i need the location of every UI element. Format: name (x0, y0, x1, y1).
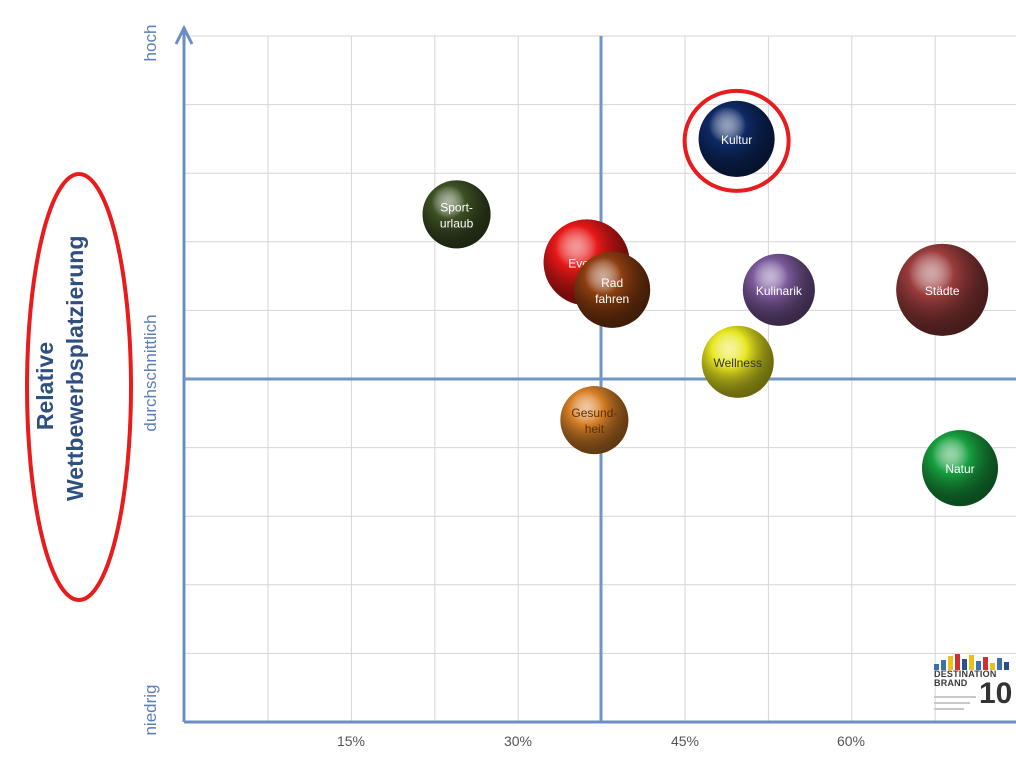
highlight-circle (682, 88, 791, 193)
logo-text-bottom: BRAND (934, 678, 968, 688)
y-level-low: niedrig (141, 684, 160, 736)
bubble-radfahren: Rad fahren (574, 251, 651, 328)
y-axis-arrow (174, 24, 194, 45)
bubble-label: Natur (945, 462, 974, 476)
bubble-sporturlaub: Sport-urlaub (422, 180, 491, 249)
x-tick-30: 30% (503, 733, 533, 749)
bubble-natur: Natur (922, 430, 999, 507)
logo-fine-print-3 (934, 708, 964, 710)
logo-fine-print (934, 696, 976, 698)
y-axis-title: Relative Wettbewerbsplatzierung (30, 226, 92, 546)
x-tick-45: 45% (670, 733, 700, 749)
bubble-label: Rad fahren (595, 276, 629, 306)
logo-number: 10 (979, 677, 1013, 710)
axes (174, 24, 1016, 724)
highlight-markers (25, 88, 791, 602)
bubble-label: Wellness (714, 356, 762, 370)
y-level-mid: durchschnittlich (141, 314, 160, 432)
y-level-high: hoch (141, 24, 160, 62)
x-tick-60: 60% (836, 733, 866, 749)
bubble-label: Kulinarik (756, 284, 803, 298)
logo-text-top: DESTINATION (934, 669, 997, 679)
bubble-kulinarik: Kulinarik (742, 253, 815, 326)
bubbles: KulturSport-urlaubEventsRadfahrenKulinar… (422, 100, 999, 507)
bubble-städte: Städte (896, 243, 989, 336)
bubble-label: Gesund-heit (571, 406, 617, 436)
destination-brand-logo: DESTINATION BRAND 10 (932, 652, 1016, 720)
x-tick-15: 15% (336, 733, 366, 749)
y-axis-title-text: Relative Wettbewerbsplatzierung (32, 235, 88, 501)
bubble-wellness: Wellness (701, 325, 774, 398)
bubble-gesundheit: Gesund-heit (560, 386, 629, 455)
bubble-label: Kultur (721, 133, 752, 147)
highlight-ellipse-ytitle (25, 172, 133, 602)
bubble-kultur: Kultur (698, 100, 775, 177)
logo-fine-print-2 (934, 702, 970, 704)
bubble-label: Städte (925, 284, 960, 298)
logo-text: DESTINATION BRAND (934, 670, 997, 688)
bubble-label: Sport-urlaub (440, 200, 474, 230)
